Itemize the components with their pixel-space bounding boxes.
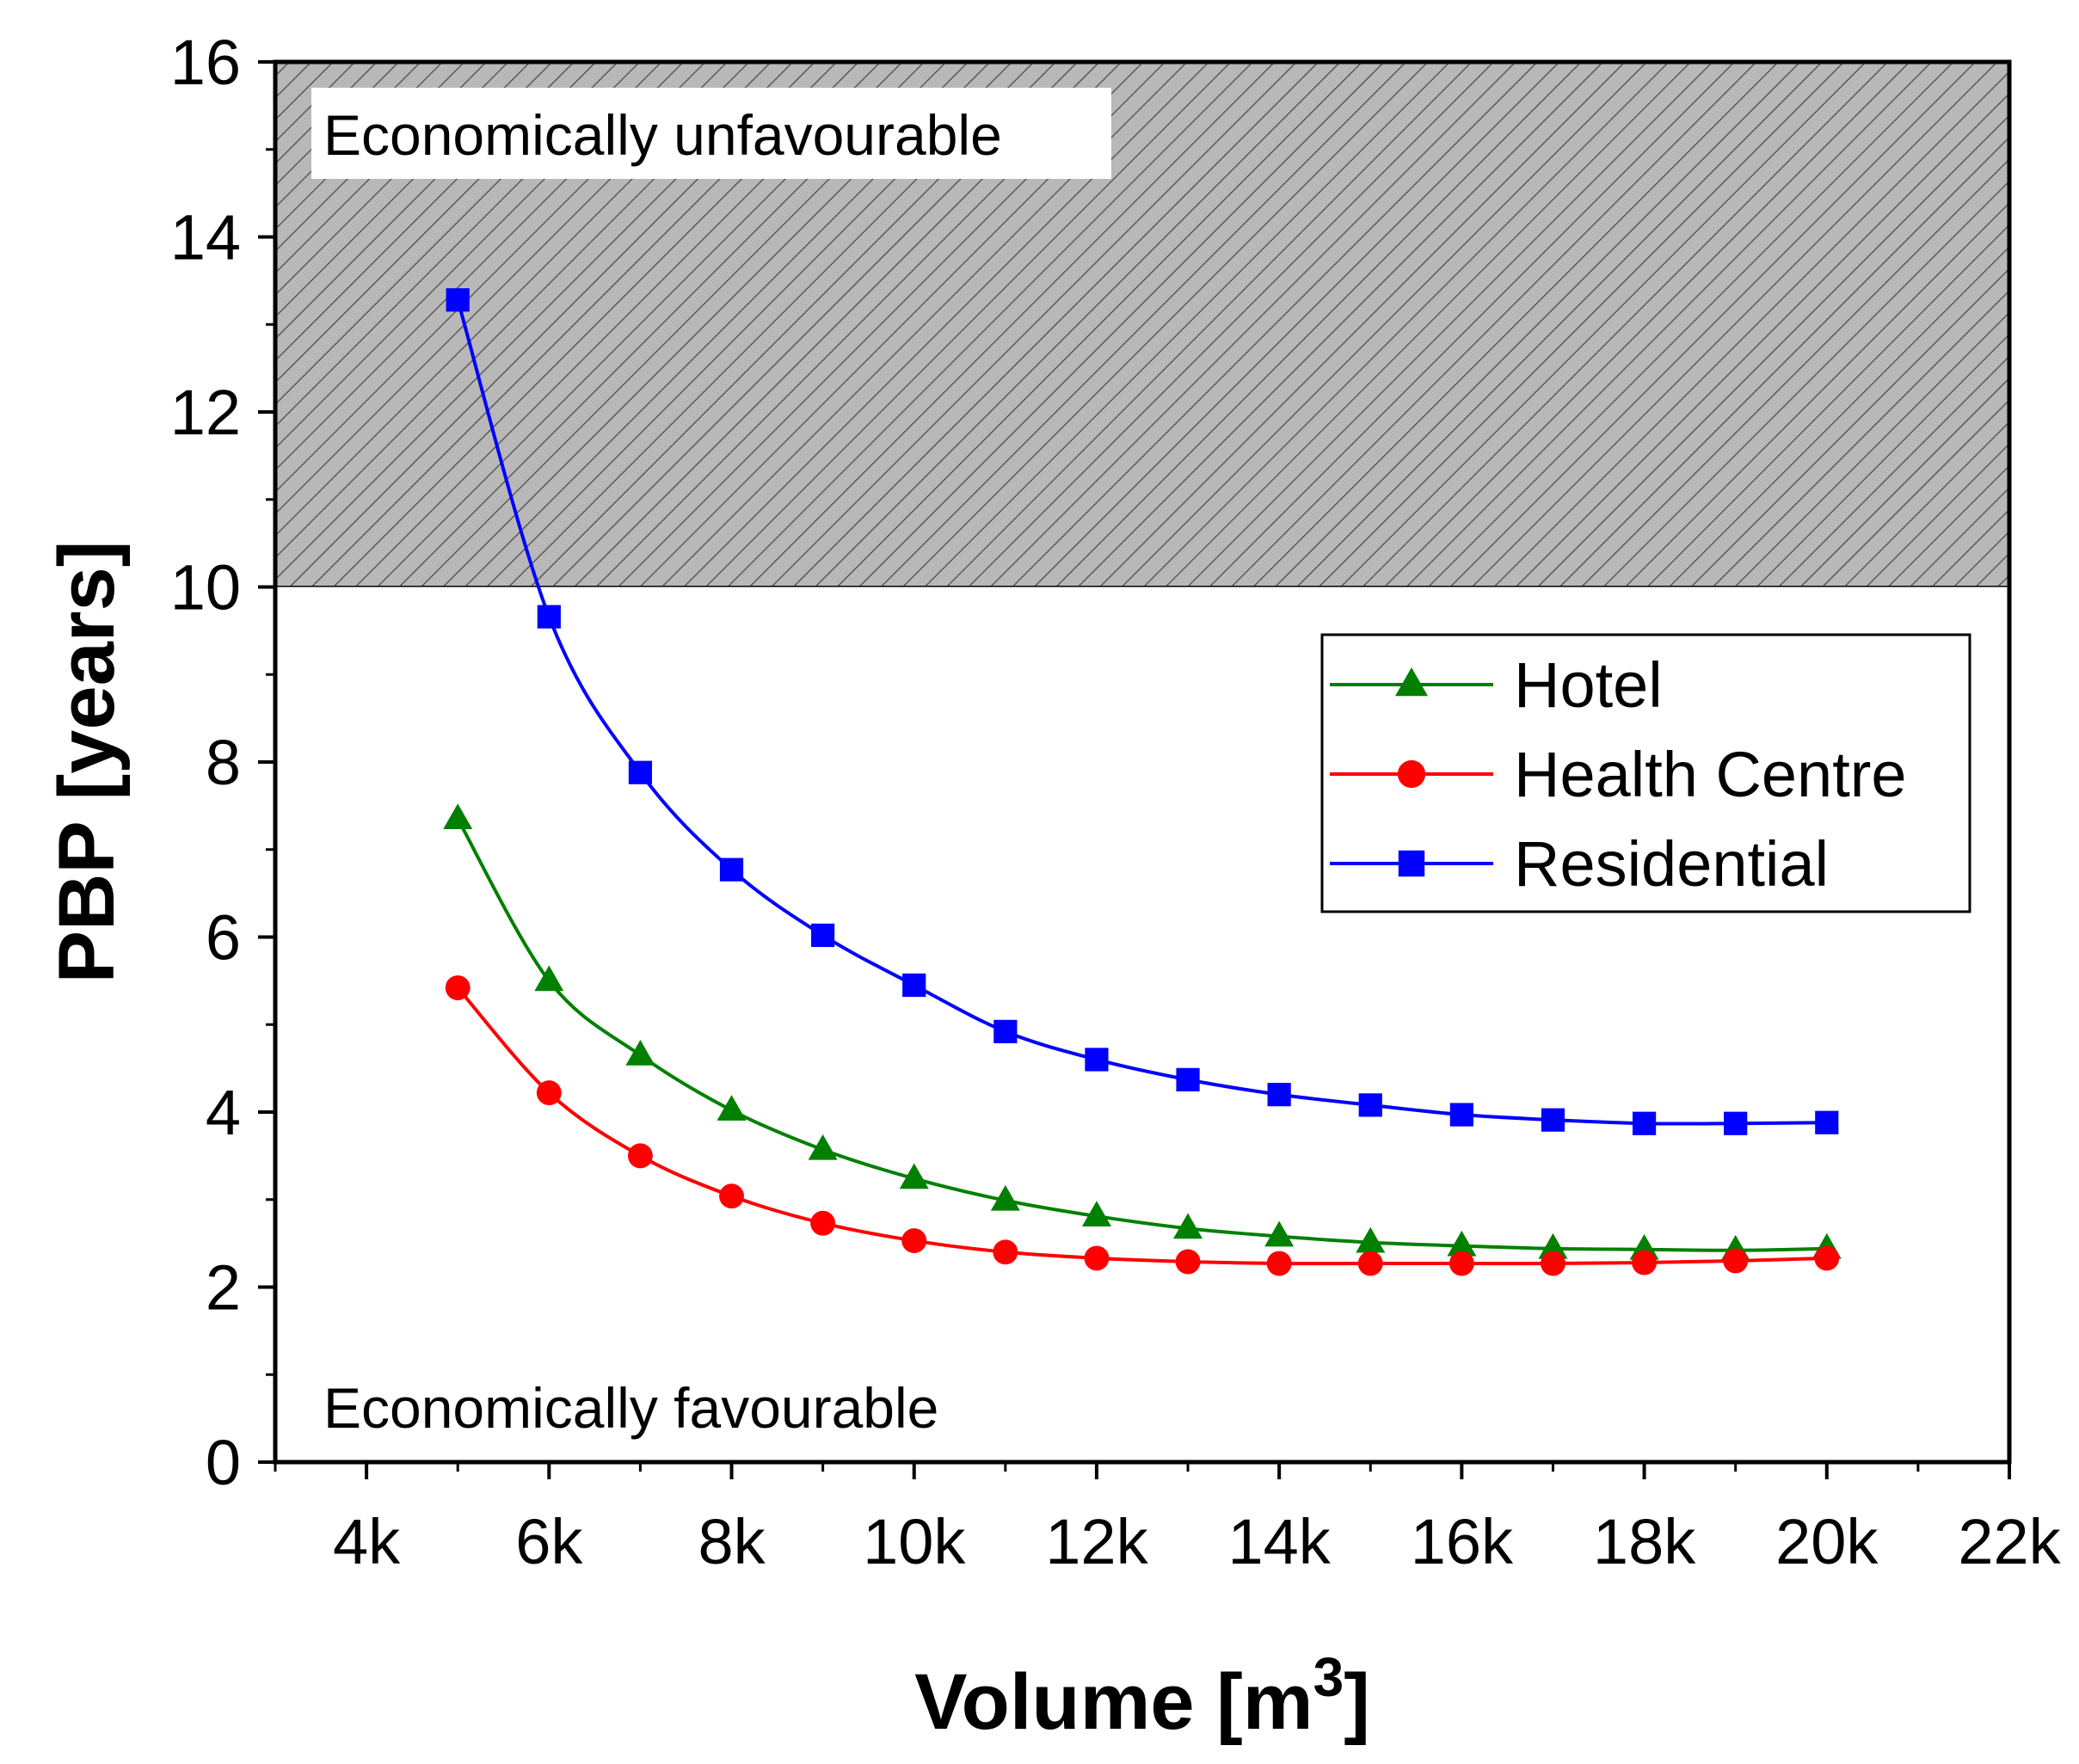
data-point-health-centre-15	[1814, 1245, 1840, 1271]
data-point-health-centre-14	[1723, 1248, 1749, 1274]
data-point-residential-5	[902, 973, 926, 998]
x-tick-label: 8k	[698, 1506, 766, 1577]
data-point-residential-6	[993, 1019, 1018, 1043]
y-tick-label: 2	[206, 1252, 241, 1324]
data-point-residential-10	[1358, 1093, 1382, 1117]
y-tick-label: 14	[170, 202, 241, 274]
favourable-region-label: Economically favourable	[323, 1376, 938, 1440]
x-tick-label: 4k	[333, 1506, 401, 1577]
legend-item-health-centre: Health Centre	[1330, 739, 1907, 810]
data-point-residential-3	[719, 857, 744, 882]
series-line-health-centre	[456, 986, 1827, 1266]
data-point-residential-15	[1815, 1110, 1839, 1134]
y-tick-label: 10	[170, 552, 241, 624]
data-point-health-centre-13	[1632, 1250, 1658, 1275]
legend-label-residential: Residential	[1514, 828, 1829, 900]
x-tick-label: 20k	[1775, 1506, 1879, 1577]
x-axis-ticks: 4k 6k 8k 10k 12k 14k 16k 18k 20k 22k	[274, 1462, 2062, 1577]
series-residential	[446, 288, 1839, 1135]
y-axis-ticks: 0 2 4 6 8 10 12 14 16	[170, 27, 275, 1498]
x-tick-label: 14k	[1228, 1506, 1332, 1577]
x-axis-title-sup: 3	[1313, 1646, 1344, 1708]
series-layer	[443, 288, 1842, 1276]
data-point-hotel-10	[1356, 1226, 1386, 1253]
data-point-residential-14	[1724, 1111, 1748, 1135]
data-point-health-centre-6	[993, 1239, 1018, 1265]
data-point-hotel-7	[1081, 1201, 1111, 1226]
data-point-health-centre-4	[810, 1210, 836, 1236]
data-point-residential-2	[628, 760, 653, 784]
data-point-hotel-12	[1538, 1232, 1568, 1259]
x-tick-label: 10k	[863, 1506, 966, 1577]
data-point-hotel-1	[534, 965, 564, 992]
x-axis-title: Volume [m3]	[914, 1646, 1370, 1746]
y-tick-label: 4	[206, 1077, 241, 1148]
data-point-health-centre-5	[901, 1228, 927, 1254]
data-point-health-centre-1	[536, 1080, 562, 1106]
y-tick-label: 0	[206, 1427, 241, 1498]
x-tick-label: 12k	[1045, 1506, 1148, 1577]
data-point-hotel-8	[1173, 1213, 1203, 1239]
unfavourable-region-label: Economically unfavourable	[323, 103, 1002, 167]
data-point-hotel-0	[443, 803, 473, 830]
data-point-residential-0	[446, 288, 470, 312]
legend-label-hotel: Hotel	[1514, 649, 1663, 721]
data-point-residential-13	[1632, 1111, 1657, 1135]
data-point-health-centre-12	[1541, 1251, 1565, 1276]
data-point-residential-1	[537, 605, 561, 629]
x-tick-label: 22k	[1958, 1506, 2061, 1577]
data-point-residential-8	[1176, 1067, 1200, 1091]
y-tick-label: 16	[170, 27, 241, 98]
data-point-health-centre-7	[1084, 1245, 1110, 1271]
data-point-health-centre-2	[627, 1143, 653, 1169]
data-point-health-centre-3	[719, 1183, 744, 1209]
data-point-hotel-11	[1447, 1230, 1477, 1257]
data-point-health-centre-11	[1449, 1251, 1474, 1276]
x-axis-title-end: ]	[1344, 1658, 1370, 1746]
y-axis-title: PBP [years]	[43, 541, 131, 984]
data-point-hotel-6	[990, 1184, 1020, 1211]
legend-item-hotel: Hotel	[1330, 649, 1663, 721]
data-point-health-centre-8	[1175, 1249, 1201, 1275]
legend-marker-health-centre	[1397, 759, 1426, 789]
y-tick-label: 8	[206, 727, 241, 798]
data-point-health-centre-0	[445, 975, 471, 1000]
x-axis-title-main: Volume [m	[914, 1658, 1313, 1746]
x-tick-label: 16k	[1411, 1506, 1514, 1577]
legend: Hotel Health Centre Residential	[1320, 633, 1971, 913]
legend-marker-residential	[1398, 850, 1425, 877]
series-health-centre	[445, 975, 1840, 1276]
data-point-hotel-3	[717, 1095, 747, 1121]
data-point-hotel-9	[1264, 1220, 1295, 1247]
data-point-residential-9	[1267, 1083, 1291, 1107]
data-point-residential-7	[1085, 1048, 1109, 1072]
data-point-hotel-2	[625, 1040, 655, 1066]
data-point-residential-4	[811, 923, 835, 948]
x-tick-label: 6k	[515, 1506, 583, 1577]
legend-item-residential: Residential	[1330, 828, 1829, 900]
unfavourable-label-bg	[311, 88, 1111, 179]
data-point-health-centre-10	[1357, 1251, 1383, 1276]
y-tick-label: 12	[170, 377, 241, 448]
data-point-residential-11	[1449, 1103, 1473, 1127]
data-point-residential-12	[1541, 1108, 1565, 1132]
data-point-hotel-4	[808, 1134, 838, 1160]
y-tick-label: 6	[206, 902, 241, 974]
data-point-hotel-5	[899, 1163, 929, 1189]
x-tick-label: 18k	[1593, 1506, 1696, 1577]
legend-marker-hotel	[1395, 667, 1428, 697]
legend-label-health-centre: Health Centre	[1514, 739, 1907, 810]
data-point-health-centre-9	[1266, 1251, 1292, 1276]
